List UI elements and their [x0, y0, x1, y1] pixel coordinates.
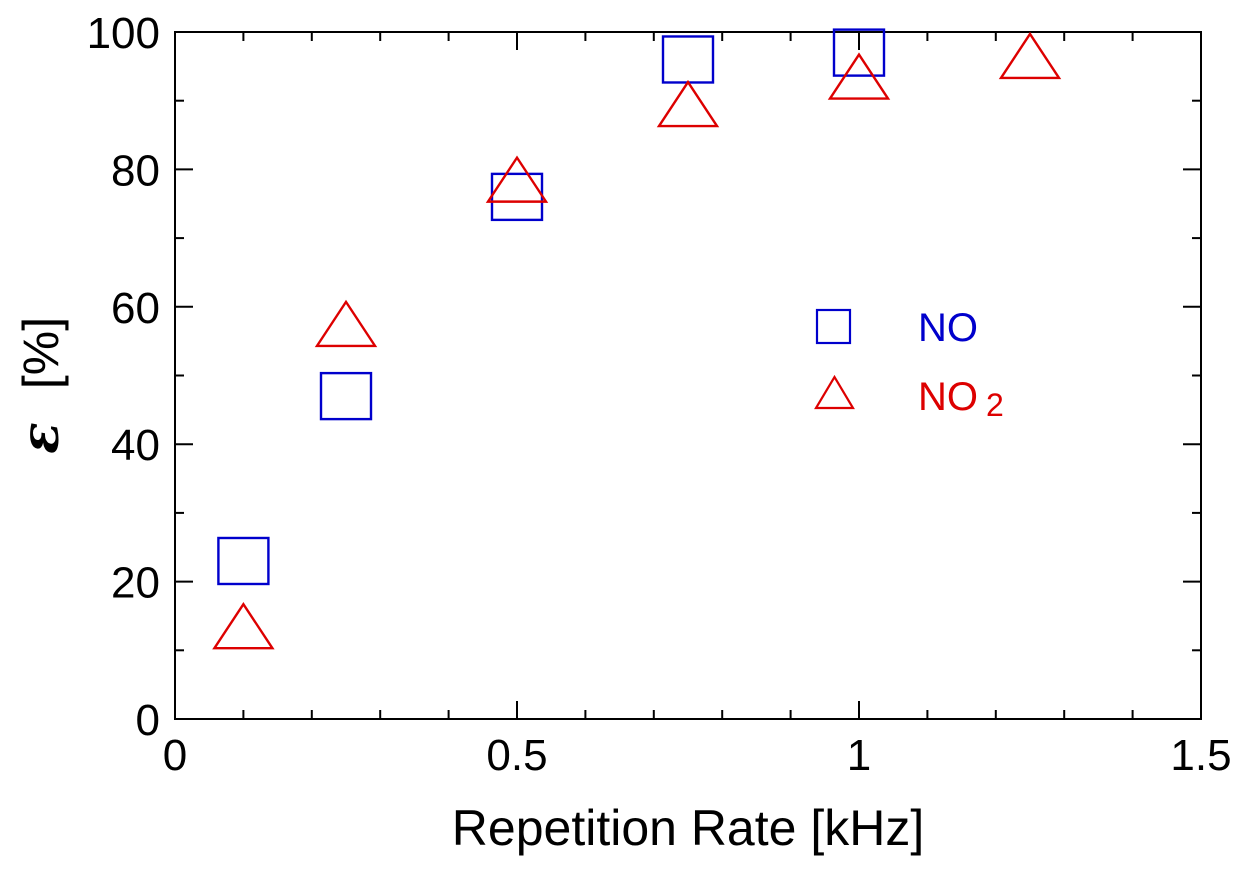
- data-point-no: [217, 536, 270, 586]
- y-tick-label: 80: [111, 146, 160, 195]
- x-tick-label: 0.5: [486, 731, 547, 780]
- y-axis-title: ε [%]: [10, 317, 71, 454]
- axis-ticks: [174, 31, 1202, 720]
- legend-label-no2-base: NO: [918, 375, 978, 419]
- y-tick-label: 60: [111, 284, 160, 333]
- y-axis-symbol: ε: [10, 422, 71, 454]
- legend-label-no: NO: [918, 306, 978, 350]
- x-tick-label: 0: [163, 731, 187, 780]
- legend-marker-no2: [814, 374, 855, 410]
- legend: NO NO 2: [814, 306, 1004, 423]
- plot-frame: [174, 31, 1202, 720]
- y-tick-label: 100: [87, 9, 160, 58]
- y-tick-label: 0: [136, 696, 160, 745]
- data-point-no2: [314, 299, 378, 348]
- x-tick-labels: 0 0.5 1 1.5: [163, 731, 1232, 780]
- y-tick-label: 20: [111, 559, 160, 608]
- data-point-no: [490, 172, 544, 222]
- legend-marker-no: [815, 308, 852, 345]
- data-markers: [212, 28, 1062, 650]
- data-point-no: [832, 28, 886, 77]
- y-axis-unit: [%]: [13, 317, 69, 389]
- data-point-no2: [827, 52, 891, 100]
- x-axis-title: Repetition Rate [kHz]: [452, 800, 924, 856]
- legend-label-no2-subscript: 2: [986, 387, 1004, 423]
- y-tick-labels: 0 20 40 60 80 100: [87, 9, 160, 745]
- x-tick-label: 1.5: [1170, 731, 1231, 780]
- y-tick-label: 40: [111, 421, 160, 470]
- data-point-no: [661, 35, 715, 84]
- data-point-no2: [998, 31, 1062, 80]
- data-point-no2: [212, 601, 275, 650]
- data-point-no2: [656, 79, 720, 128]
- legend-label-no2: NO 2: [918, 375, 1004, 423]
- x-tick-label: 1: [847, 731, 871, 780]
- data-point-no: [319, 371, 373, 421]
- data-point-no2: [485, 155, 549, 203]
